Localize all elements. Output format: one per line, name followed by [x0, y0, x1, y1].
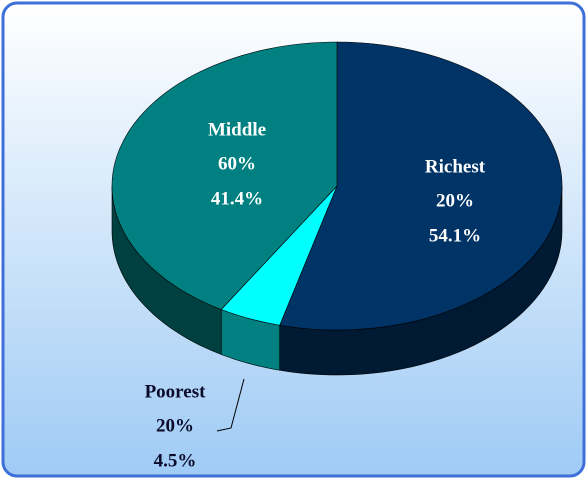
value-label: 41.4% [211, 188, 263, 209]
slice-label: Poorest [145, 381, 207, 402]
population-share: 20% [156, 415, 194, 436]
value-label: 54.1% [429, 225, 481, 246]
slice [111, 41, 338, 310]
slice [279, 41, 563, 331]
pie [111, 41, 563, 376]
leader-line [216, 378, 245, 432]
slice-label: Richest [425, 156, 486, 177]
slice-label: Middle [208, 119, 266, 140]
population-share: 60% [218, 153, 256, 174]
population-share: 20% [436, 190, 474, 211]
value-label: 4.5% [154, 450, 197, 471]
